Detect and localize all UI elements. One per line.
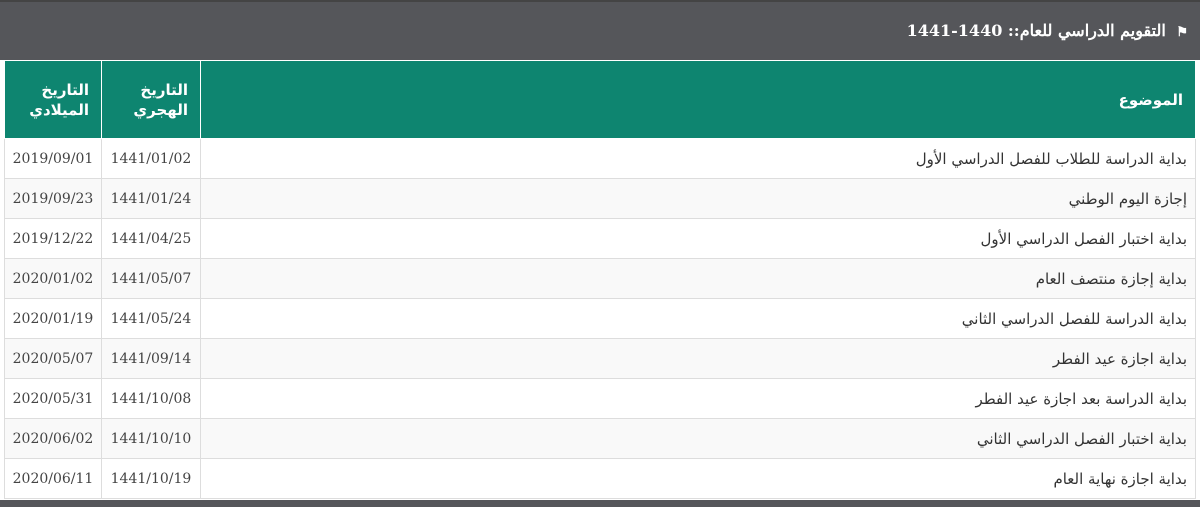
column-hijri-label: التاريخ الهجري <box>133 80 188 119</box>
cell-gregorian-date: 2019/09/23 <box>4 178 102 219</box>
table-row: بداية اختبار الفصل الدراسي الثاني 1441/10… <box>4 418 1196 459</box>
cell-gregorian-date: 2020/01/19 <box>4 298 102 339</box>
cell-hijri-date: 1441/05/07 <box>101 258 201 299</box>
table-row: بداية الدراسة للفصل الدراسي الثاني 1441/0… <box>4 298 1196 339</box>
column-gregorian-label: التاريخ الميلادي <box>29 80 89 119</box>
cell-subject: بداية إجازة منتصف العام <box>200 258 1196 299</box>
cell-subject: إجازة اليوم الوطني <box>200 178 1196 219</box>
cell-subject: بداية اجازة نهاية العام <box>200 458 1196 499</box>
table-row: إجازة اليوم الوطني 1441/01/24 2019/09/23 <box>4 178 1196 219</box>
cell-hijri-date: 1441/10/19 <box>101 458 201 499</box>
cell-hijri-date: 1441/09/14 <box>101 338 201 379</box>
cell-gregorian-date: 2020/01/02 <box>4 258 102 299</box>
cell-subject: بداية اختبار الفصل الدراسي الأول <box>200 218 1196 259</box>
table-row: بداية اختبار الفصل الدراسي الأول 1441/04/… <box>4 218 1196 259</box>
bottom-bar <box>0 500 1200 507</box>
calendar-title: التقويم الدراسي للعام:: 1440-1441 <box>906 21 1166 40</box>
table-row: بداية إجازة منتصف العام 1441/05/07 2020/01… <box>4 258 1196 299</box>
cell-subject: بداية اجازة عيد الفطر <box>200 338 1196 379</box>
column-gregorian-date: التاريخ الميلادي <box>4 60 102 139</box>
cell-gregorian-date: 2019/12/22 <box>4 218 102 259</box>
cell-hijri-date: 1441/01/24 <box>101 178 201 219</box>
table-row: بداية الدراسة للطلاب للفصل الدراسي الأول… <box>4 138 1196 179</box>
cell-subject: بداية الدراسة للفصل الدراسي الثاني <box>200 298 1196 339</box>
table-row: بداية اجازة نهاية العام 1441/10/19 2020/06… <box>4 458 1196 499</box>
cell-hijri-date: 1441/10/10 <box>101 418 201 459</box>
table-row: بداية اجازة عيد الفطر 1441/09/14 2020/05/0… <box>4 338 1196 379</box>
cell-subject: بداية اختبار الفصل الدراسي الثاني <box>200 418 1196 459</box>
cell-hijri-date: 1441/05/24 <box>101 298 201 339</box>
academic-calendar-table: الموضوع التاريخ الهجري التاريخ الميلادي … <box>4 60 1196 499</box>
table-header-row: الموضوع التاريخ الهجري التاريخ الميلادي <box>4 60 1196 139</box>
cell-gregorian-date: 2019/09/01 <box>4 138 102 179</box>
cell-hijri-date: 1441/01/02 <box>101 138 201 179</box>
column-hijri-date: التاريخ الهجري <box>101 60 201 139</box>
cell-gregorian-date: 2020/06/11 <box>4 458 102 499</box>
calendar-title-bar: ⚑ التقويم الدراسي للعام:: 1440-1441 <box>0 0 1200 60</box>
table-row: بداية الدراسة بعد اجازة عيد الفطر 1441/10… <box>4 378 1196 419</box>
cell-gregorian-date: 2020/06/02 <box>4 418 102 459</box>
column-subject: الموضوع <box>200 60 1196 139</box>
cell-hijri-date: 1441/04/25 <box>101 218 201 259</box>
cell-hijri-date: 1441/10/08 <box>101 378 201 419</box>
cell-subject: بداية الدراسة للطلاب للفصل الدراسي الأول <box>200 138 1196 179</box>
cell-subject: بداية الدراسة بعد اجازة عيد الفطر <box>200 378 1196 419</box>
flag-icon: ⚑ <box>1176 25 1188 40</box>
cell-gregorian-date: 2020/05/07 <box>4 338 102 379</box>
cell-gregorian-date: 2020/05/31 <box>4 378 102 419</box>
